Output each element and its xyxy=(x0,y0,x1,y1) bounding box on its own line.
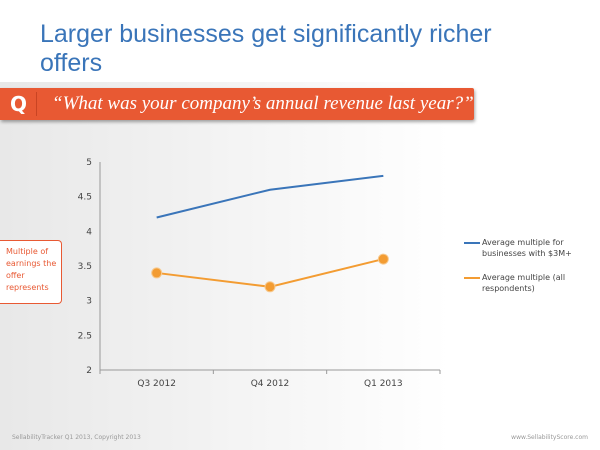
y-tick-label: 3 xyxy=(86,297,92,307)
x-tick-label: Q1 2013 xyxy=(364,379,403,389)
x-tick-label: Q3 2012 xyxy=(137,379,176,389)
y-axis-label: Multiple of earnings the offer represent… xyxy=(0,240,62,304)
y-tick-label: 2 xyxy=(86,366,92,376)
legend-swatch-0 xyxy=(464,242,480,244)
header-band xyxy=(0,0,600,82)
question-text: “What was your company’s annual revenue … xyxy=(52,93,474,114)
legend-swatch-1 xyxy=(464,277,480,279)
data-point xyxy=(151,267,163,279)
y-tick-label: 4.5 xyxy=(78,193,92,203)
y-tick-label: 4 xyxy=(86,227,92,237)
footer-copyright: SellabilityTracker Q1 2013, Copyright 20… xyxy=(12,434,141,441)
y-tick-label: 3.5 xyxy=(78,262,92,272)
question-banner: Q “What was your company’s annual revenu… xyxy=(0,88,474,120)
footer-url: www.SellabilityScore.com xyxy=(511,434,588,441)
divider xyxy=(36,92,37,116)
x-tick-label: Q4 2012 xyxy=(251,379,290,389)
legend-label-0: Average multiple for businesses with $3M… xyxy=(482,238,572,258)
data-point xyxy=(377,253,389,265)
legend-label-1: Average multiple (all respondents) xyxy=(482,273,566,293)
question-letter: Q xyxy=(10,92,28,116)
series-line-0 xyxy=(156,174,384,219)
page-title: Larger businesses get significantly rich… xyxy=(40,20,492,77)
y-tick-label: 5 xyxy=(86,158,92,168)
y-tick-label: 2.5 xyxy=(78,331,92,341)
data-point xyxy=(264,281,276,293)
